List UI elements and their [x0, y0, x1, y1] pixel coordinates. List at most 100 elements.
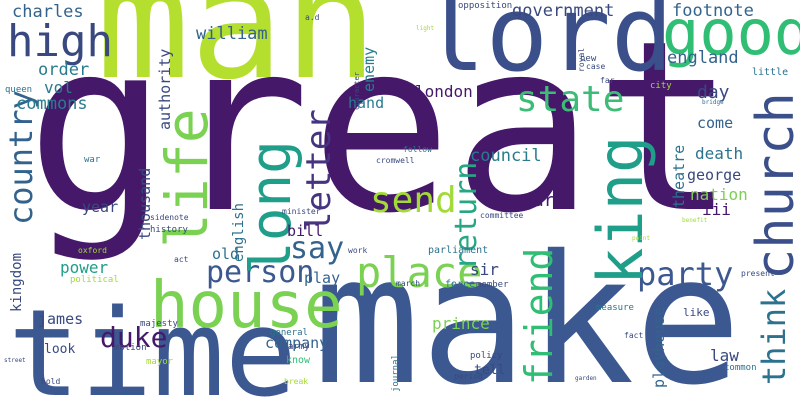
word-good: good [662, 0, 800, 69]
word-man: man [96, 0, 378, 114]
word-war: war [84, 155, 101, 165]
word-force: force [445, 279, 476, 290]
word-vol: vol [44, 78, 73, 97]
word-hand: hand [348, 94, 385, 112]
word-high: high [7, 16, 113, 67]
word-place: place [356, 248, 483, 297]
word-break: break [284, 377, 309, 386]
word-member: member [476, 280, 509, 290]
word-duke: duke [100, 321, 168, 354]
word-committee: committee [480, 211, 524, 220]
word-english: english [231, 202, 247, 262]
word-prince: prince [432, 314, 490, 333]
word-act: act [174, 255, 189, 264]
word-policy: policy [470, 351, 503, 361]
word-measure: measure [596, 303, 634, 313]
word-house: house [150, 269, 343, 343]
word-general: general [270, 328, 308, 338]
word-royal: royal [577, 47, 586, 72]
word-parliament: parliament [428, 245, 489, 256]
word-church: church [746, 92, 800, 280]
word-government: government [512, 1, 615, 21]
word-history: history [150, 225, 188, 235]
word-london: london [415, 82, 473, 101]
word-make: make [313, 217, 742, 400]
word-playhouse: playhouse [650, 306, 668, 388]
word-ad: a.d [305, 13, 320, 22]
word-order: order [38, 60, 90, 80]
word-street: street [4, 357, 26, 364]
word-know: know [286, 355, 311, 366]
word-tell: tell [474, 363, 506, 378]
word-motion: motion [114, 343, 147, 353]
word-say: say [290, 231, 345, 266]
word-hold: hold [41, 377, 61, 386]
word-common: common [724, 363, 757, 373]
word-far: far [600, 76, 615, 85]
word-army: army [288, 342, 310, 352]
word-queen: queen [5, 85, 33, 95]
word-march: march [396, 279, 421, 288]
word-case: case [586, 62, 606, 71]
word-political: political [70, 275, 119, 285]
word-majesty: majesty [140, 319, 178, 329]
word-point: point [632, 235, 651, 242]
word-opposition: opposition [458, 1, 513, 11]
word-present: present [741, 269, 775, 278]
word-garden: garden [575, 375, 597, 382]
word-earl: earl [522, 190, 566, 211]
word-king: king [584, 135, 657, 285]
word-bridge: bridge [702, 99, 724, 106]
word-cromwell: cromwell [376, 156, 415, 165]
word-person: person [206, 255, 315, 290]
word-year: year [82, 198, 119, 216]
word-sir: sir [470, 260, 499, 279]
word-like: like [683, 306, 710, 319]
word-period: period [454, 372, 483, 381]
word-sidenote: sidenote [150, 213, 189, 222]
word-new: new [580, 54, 597, 64]
word-mayor: mayor [146, 357, 174, 367]
word-come: come [697, 114, 734, 132]
word-charles: charles [12, 2, 84, 22]
word-oxford: oxford [78, 246, 107, 255]
word-authority: authority [156, 48, 174, 130]
word-great: great [26, 0, 737, 265]
word-send: send [370, 180, 457, 221]
word-nation: nation [690, 185, 748, 204]
word-old: old [212, 245, 240, 263]
word-time: time [8, 285, 297, 400]
word-lord: lord [423, 0, 674, 95]
word-william: william [196, 24, 268, 44]
word-power: power [60, 258, 109, 277]
word-george: george [687, 166, 742, 184]
word-character: character [353, 72, 361, 110]
word-state: state [516, 79, 625, 120]
word-kingdom: kingdom [9, 252, 25, 312]
word-council: council [470, 146, 542, 166]
word-iii: iii [702, 200, 731, 219]
word-friend: friend [517, 247, 561, 385]
word-work: work [348, 246, 368, 255]
word-footnote: footnote [672, 1, 754, 21]
word-james: james [38, 310, 84, 328]
word-city: city [650, 81, 672, 91]
word-death: death [695, 144, 744, 163]
word-day: day [697, 82, 730, 103]
word-journal: journal [391, 354, 401, 392]
word-party: party [637, 255, 734, 293]
word-little: little [752, 67, 789, 78]
word-look: look [44, 342, 76, 357]
word-enemy: enemy [360, 46, 378, 92]
word-play: play [304, 269, 341, 287]
word-commons: commons [16, 94, 88, 114]
word-follow: follow [403, 145, 432, 154]
word-theatre: theatre [670, 144, 688, 208]
word-bill: bill [287, 222, 324, 240]
word-law: law [710, 346, 739, 365]
word-england: england [667, 48, 739, 68]
word-minister: minister [282, 207, 321, 216]
word-think: think [755, 288, 793, 385]
word-light: light [416, 25, 435, 32]
